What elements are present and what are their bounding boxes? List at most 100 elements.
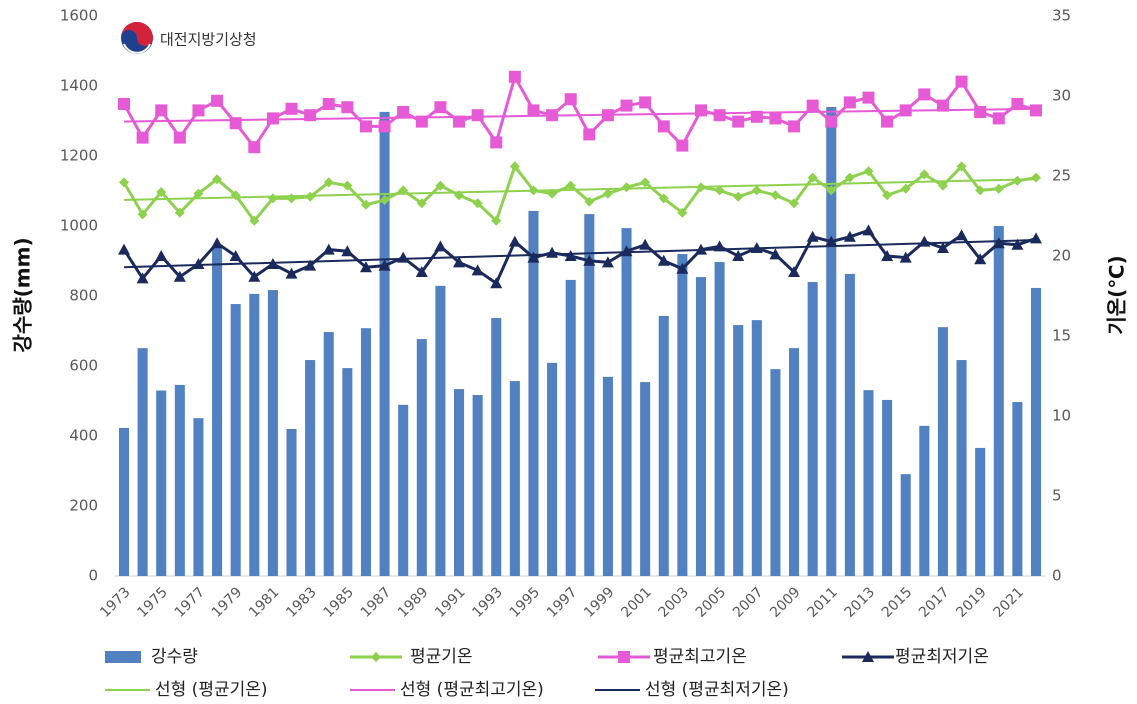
point [211, 94, 224, 107]
point [825, 115, 838, 128]
point [527, 251, 540, 263]
x-tick-label: 1995 [507, 584, 544, 621]
y2-tick-label: 10 [1052, 407, 1071, 425]
bar [900, 474, 911, 576]
point [882, 190, 893, 201]
x-tick-label: 2003 [656, 584, 693, 621]
point [472, 198, 483, 209]
bar [807, 282, 818, 576]
y2-tick-label: 5 [1052, 487, 1062, 505]
bar [844, 273, 855, 576]
point [806, 230, 819, 242]
point [305, 191, 316, 202]
point [974, 253, 987, 265]
x-tick-label: 1981 [246, 584, 283, 621]
point [192, 104, 205, 117]
bar [360, 328, 371, 576]
point [118, 98, 131, 110]
x-tick-label: 2005 [693, 584, 730, 621]
bar [695, 277, 707, 576]
point [229, 250, 242, 261]
x-tick-label: 2015 [879, 584, 916, 621]
point [974, 106, 987, 118]
point [230, 190, 241, 201]
point [993, 183, 1004, 194]
point [359, 261, 372, 273]
point [397, 251, 410, 263]
x-tick-label: 2019 [953, 584, 990, 621]
legend-label: 평균최고기온 [653, 647, 747, 667]
x-tick-label: 2001 [618, 584, 655, 621]
point [174, 207, 185, 218]
point [453, 256, 466, 268]
point [732, 250, 745, 261]
legend-label: 강수량 [151, 647, 198, 667]
point [862, 91, 875, 104]
point [490, 136, 503, 149]
point [657, 120, 670, 133]
point [434, 240, 447, 252]
point [434, 101, 447, 114]
point [454, 190, 465, 201]
y-tick-label: 0 [88, 567, 98, 585]
point [118, 243, 131, 255]
bar [658, 315, 669, 576]
line [122, 228, 1037, 286]
point [490, 277, 503, 289]
y-tick-label: 600 [69, 357, 98, 375]
point [267, 193, 278, 204]
point [248, 141, 261, 154]
legend-marker [862, 651, 874, 662]
point [249, 215, 260, 226]
point [266, 112, 279, 125]
y-tick-label: 1400 [60, 77, 98, 95]
x-tick-label: 2021 [991, 584, 1028, 621]
point [657, 254, 670, 266]
point [248, 270, 261, 282]
y2-axis-title: 기온(℃) [1105, 255, 1129, 334]
point [881, 250, 894, 261]
point [304, 109, 317, 122]
point [713, 240, 726, 252]
point [564, 250, 577, 261]
x-tick-label: 1991 [432, 584, 469, 621]
point [676, 139, 689, 152]
point [285, 102, 298, 115]
bar [993, 226, 1004, 576]
point [1030, 172, 1041, 183]
point [471, 264, 484, 276]
bar [379, 111, 390, 577]
point [807, 172, 818, 183]
bar [547, 362, 558, 576]
y2-tick-label: 30 [1052, 87, 1071, 105]
point [825, 235, 838, 247]
bar [919, 425, 930, 576]
point [975, 185, 986, 196]
point [1011, 98, 1024, 110]
x-tick-label: 1993 [469, 584, 506, 621]
y-tick-label: 200 [69, 497, 98, 515]
point [136, 272, 149, 284]
bar [733, 325, 744, 576]
legend-label: 선형 (평균기온) [155, 680, 268, 700]
point [398, 185, 409, 196]
bar [640, 382, 651, 576]
point [658, 193, 669, 204]
x-tick-label: 2009 [767, 584, 804, 621]
x-tick-label: 1987 [358, 584, 395, 621]
bar [1012, 402, 1023, 576]
point [584, 196, 595, 207]
bar [491, 318, 502, 576]
legend-label: 평균최저기온 [895, 647, 989, 667]
point [900, 183, 911, 194]
bar [937, 327, 948, 576]
point [508, 70, 521, 83]
point [378, 120, 391, 133]
x-tick-label: 1985 [320, 584, 357, 621]
bar [416, 339, 427, 576]
point [992, 237, 1005, 249]
x-tick-label: 1977 [172, 584, 209, 621]
bar [453, 389, 465, 576]
point [639, 96, 652, 109]
point [509, 161, 520, 172]
